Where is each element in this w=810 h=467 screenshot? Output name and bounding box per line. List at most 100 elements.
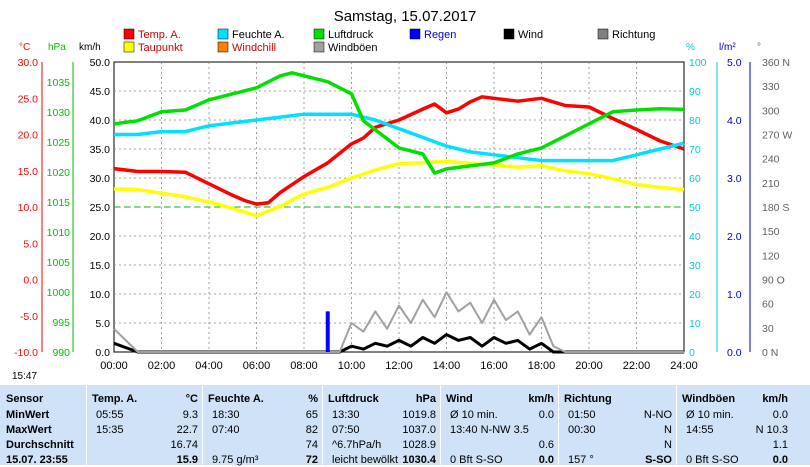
dir-axis-unit: ° (757, 42, 761, 53)
wind-tick-label: 35.0 (90, 144, 111, 156)
x-tick-label: 02:00 (148, 360, 176, 372)
hum-tick-label: 60 (689, 173, 701, 185)
table-cell-label: 157 ° (568, 454, 594, 466)
table-cell-value: 9.3 (182, 409, 198, 421)
table-cell-value: 0.0 (538, 409, 554, 421)
press-tick-label: 990 (52, 347, 70, 359)
legend-swatch (123, 28, 135, 40)
table-column: Wind km/h Ø 10 min. 0.0 13:40 N-NW 3.5 0.6 0 B… (446, 385, 556, 466)
legend-label: Richtung (612, 29, 655, 41)
table-cell-label: 01:50 (568, 409, 596, 421)
wind-tick-label: 30.0 (90, 173, 111, 185)
temp-tick-label: -5.0 (20, 311, 38, 323)
table-header-unit: km/h (762, 393, 788, 405)
table-cell-label: ^6.7hPa/h (332, 439, 382, 451)
legend-label: Taupunkt (138, 42, 183, 54)
rain-tick-label: 4.0 (727, 115, 742, 127)
legend-swatch (217, 41, 229, 53)
table-cell-value: N 10.3 (755, 424, 788, 436)
table-header: Sensor (6, 393, 44, 405)
dir-tick-label: 30 (762, 323, 774, 335)
legend-label: Windchill (232, 42, 276, 54)
legend-swatch (409, 28, 421, 40)
table-cell-label: MinWert (6, 409, 50, 421)
table-cell-label: 13:30 (332, 409, 360, 421)
wind-tick-label: 10.0 (90, 289, 111, 301)
table-column: Feuchte A.% 18:30 65 07:40 82 74 9.75 g/m³ 72 (208, 385, 320, 466)
series-taupunkt-line (113, 159, 685, 218)
table-cell-value: 0.0 (772, 409, 788, 421)
press-axis-unit: hPa (48, 42, 66, 53)
temp-tick-label: 5.0 (23, 238, 38, 250)
table-cell-value: 65 (305, 409, 318, 421)
table-cell-label: 05:55 (96, 409, 124, 421)
dir-tick-label: 120 (762, 250, 780, 262)
press-tick-label: 1005 (47, 257, 71, 269)
rain-tick-label: 0.0 (727, 347, 742, 359)
hum-tick-label: 100 (689, 57, 707, 69)
temp-axis-unit: °C (19, 42, 30, 53)
press-tick-label: 1000 (47, 287, 71, 299)
wind-tick-label: 15.0 (90, 260, 111, 272)
press-tick-label: 1030 (47, 107, 71, 119)
hum-tick-label: 30 (689, 260, 701, 272)
axis-ticks: 30.0 25.0 20.0 15.0 10.0 5.0 0.0 -5.0 -10.0 1035 1… (14, 57, 792, 372)
legend-label: Windböen (328, 42, 378, 54)
temp-tick-label: 25.0 (18, 93, 39, 105)
series-windb-en-line (113, 291, 684, 353)
table-cell-value: N (664, 424, 672, 436)
x-tick-label: 18:00 (528, 360, 556, 372)
table-header: Richtung (564, 393, 612, 405)
weather-chart: Samstag, 15.07.2017 Temp. A. Feuchte A. Lu… (14, 8, 792, 372)
table-header: Windböen (682, 393, 736, 405)
wind-tick-label: 0.0 (95, 347, 110, 359)
legend-label: Feuchte A. (232, 29, 285, 41)
dir-tick-label: 0 N (762, 347, 778, 359)
wind-tick-label: 40.0 (90, 115, 111, 127)
dir-tick-label: 90 O (762, 275, 785, 287)
table-header-unit: hPa (415, 393, 436, 405)
wind-tick-label: 5.0 (95, 318, 110, 330)
table-separator (322, 385, 323, 465)
table-separator (202, 385, 203, 465)
wind-tick-label: 45.0 (90, 86, 111, 98)
hum-tick-label: 90 (689, 86, 701, 98)
hum-tick-label: 40 (689, 231, 701, 243)
table-cell-label: Durchschnitt (6, 439, 74, 451)
table-cell-label: leicht bewölkt (332, 454, 399, 466)
press-tick-label: 1035 (47, 77, 71, 89)
table-cell-label: 14:55 (686, 424, 714, 436)
dir-tick-label: 270 W (762, 130, 792, 142)
table-cell-label: 0 Bft S-SO (686, 454, 739, 466)
table-cell-value: 74 (305, 439, 318, 451)
legend-label: Regen (424, 29, 456, 41)
table-cell-value: 1037.0 (402, 424, 436, 436)
table-cell-value: 82 (305, 424, 318, 436)
plot-area (113, 61, 685, 354)
series-luftdruck-line (113, 71, 685, 175)
x-tick-label: 24:00 (670, 360, 698, 372)
dir-tick-label: 240 (762, 154, 780, 166)
series-feuchte-a-line (114, 112, 685, 163)
wind-axis-unit: km/h (79, 42, 101, 53)
rain-tick-label: 2.0 (727, 231, 742, 243)
table-cell-value: 0.0 (538, 454, 554, 466)
table-cell-value: N (664, 439, 672, 451)
table-cell-label: 0 Bft S-SO (450, 454, 503, 466)
press-tick-label: 1010 (47, 227, 71, 239)
x-tick-label: 22:00 (623, 360, 651, 372)
table-separator (440, 385, 441, 465)
legend-swatch (313, 28, 325, 40)
x-tick-label: 14:00 (433, 360, 461, 372)
temp-tick-label: 20.0 (18, 130, 39, 142)
table-cell-label: 18:30 (212, 409, 240, 421)
table-cell-value: 1019.8 (402, 409, 436, 421)
dir-tick-label: 180 S (762, 202, 789, 214)
table-cell-label: Ø 10 min. (686, 409, 734, 421)
hum-tick-label: 10 (689, 318, 701, 330)
legend-label: Wind (518, 29, 543, 41)
x-tick-label: 10:00 (338, 360, 366, 372)
press-tick-label: 1020 (47, 167, 71, 179)
legend-swatch (313, 41, 325, 53)
temp-tick-label: 10.0 (18, 202, 39, 214)
